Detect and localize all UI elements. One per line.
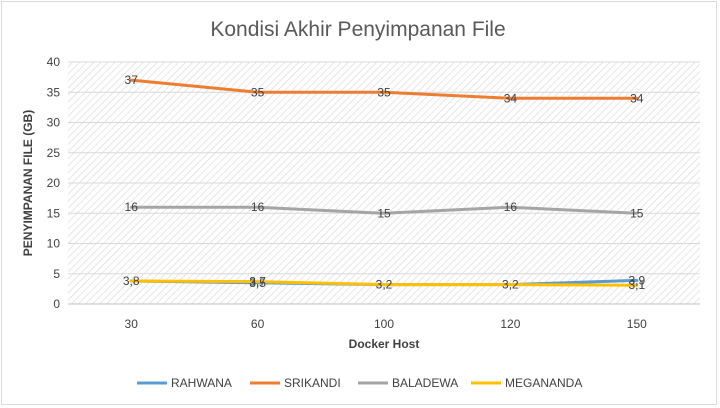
- legend: RAHWANA SRIKANDI BALADEWA MEGANANDA: [137, 376, 582, 390]
- y-tick-label: 10: [47, 237, 61, 251]
- data-label: 3,9: [628, 273, 645, 287]
- gridlines: [68, 61, 700, 305]
- y-tick-label: 25: [47, 146, 61, 160]
- y-tick-label: 30: [47, 116, 61, 130]
- data-label: 3,2: [376, 278, 393, 292]
- data-label: 37: [125, 73, 139, 87]
- series-line-megananda: [129, 279, 639, 287]
- x-tick-label: 60: [251, 317, 265, 331]
- series-line-srikandi: [129, 78, 639, 100]
- series-lines: [129, 78, 639, 287]
- y-tick-label: 5: [53, 267, 60, 281]
- data-label: 15: [377, 206, 391, 220]
- data-label: 3,1: [628, 278, 645, 292]
- y-axis-title: PENYIMPANAN FILE (GB): [21, 110, 35, 256]
- series-line-baladewa: [129, 205, 639, 215]
- x-axis-ticks: 30 60 100 120 150: [125, 317, 648, 331]
- data-label: 3,7: [249, 275, 266, 289]
- y-tick-label: 15: [47, 206, 61, 220]
- y-tick-label: 35: [47, 85, 61, 99]
- y-axis-ticks: 0 5 10 15 20 25 30 35 40: [47, 55, 61, 311]
- data-label: 3,8: [123, 274, 140, 288]
- chart-title: Kondisi Akhir Penyimpanan File: [210, 18, 505, 41]
- data-label: 15: [630, 206, 644, 220]
- data-label: 3,2: [502, 278, 519, 292]
- data-label: 16: [504, 200, 518, 214]
- data-label: 35: [251, 85, 265, 99]
- legend-label: BALADEWA: [392, 376, 458, 390]
- data-labels: 3,5 3,9 37 35 35 34 34 16 16 15 16 15 3,8 3,7 3,2 3,2 3,…: [123, 73, 646, 292]
- data-label: 16: [251, 200, 265, 214]
- data-label: 16: [125, 200, 139, 214]
- x-tick-label: 100: [374, 317, 394, 331]
- data-label: 3,5: [249, 276, 266, 290]
- data-label: 35: [377, 85, 391, 99]
- y-tick-label: 20: [47, 176, 61, 190]
- data-label: 34: [630, 91, 644, 105]
- y-tick-label: 0: [53, 297, 60, 311]
- legend-label: MEGANANDA: [505, 376, 582, 390]
- legend-label: SRIKANDI: [284, 376, 341, 390]
- legend-label: RAHWANA: [171, 376, 232, 390]
- data-label: 34: [504, 91, 518, 105]
- x-tick-label: 30: [125, 317, 139, 331]
- y-tick-label: 40: [47, 55, 61, 69]
- x-axis-title: Docker Host: [349, 337, 420, 351]
- x-tick-label: 120: [500, 317, 520, 331]
- x-tick-label: 150: [627, 317, 647, 331]
